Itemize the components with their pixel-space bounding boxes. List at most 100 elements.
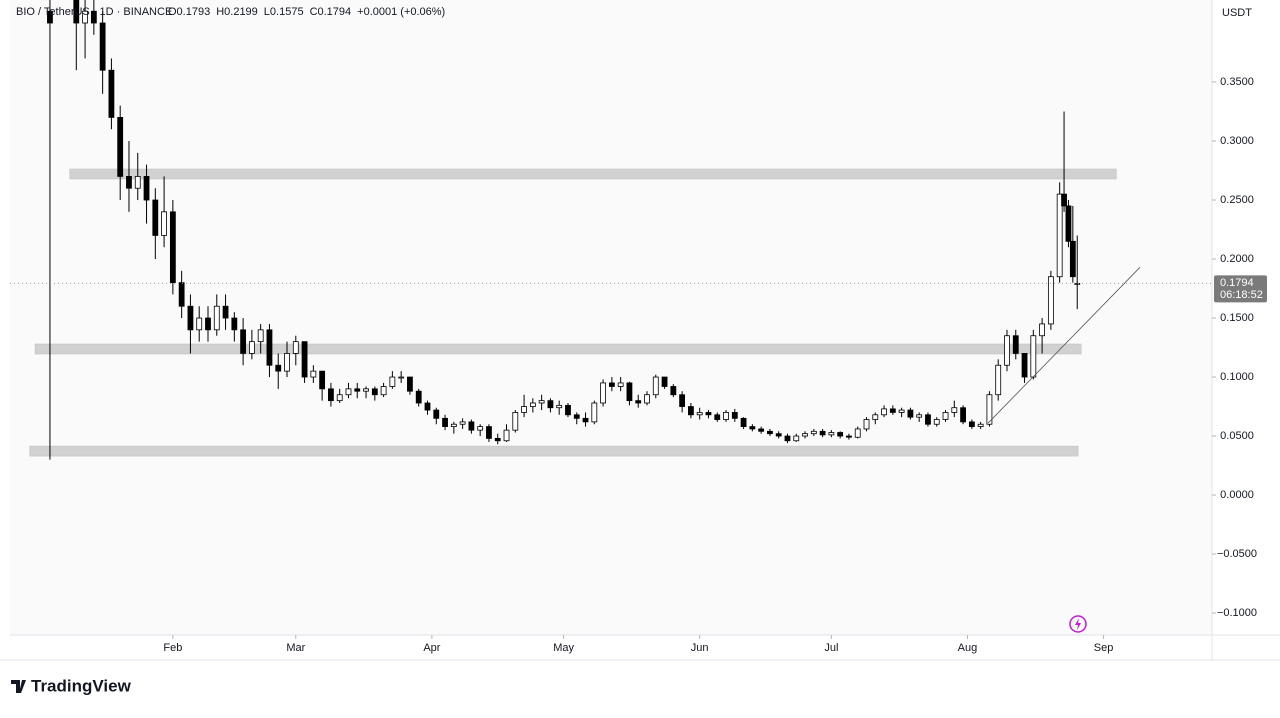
candle-body: [363, 388, 369, 392]
zone: [69, 168, 1117, 180]
candle-body: [143, 176, 150, 201]
candle-body: [731, 412, 738, 419]
candle-body: [1065, 205, 1072, 242]
candle-body: [468, 421, 475, 431]
candle-body: [951, 407, 958, 413]
candle-body: [802, 433, 808, 437]
candle-body: [916, 414, 923, 418]
candle-body: [301, 341, 308, 378]
candle-body: [292, 341, 299, 354]
y-tick-label: 0.0500: [1220, 430, 1254, 442]
candle-body: [793, 435, 800, 442]
y-tick-label: −0.1000: [1217, 607, 1257, 619]
candle-body: [670, 386, 677, 396]
candle-body: [723, 412, 729, 420]
candle-body: [960, 407, 966, 423]
candle-body: [407, 376, 413, 392]
candle-body: [345, 388, 352, 396]
y-tick-label: 0.2000: [1220, 253, 1254, 265]
marks: [10, 0, 1212, 460]
y-tick-label: 0.3000: [1220, 135, 1254, 147]
candle-body: [398, 376, 405, 379]
candle-body: [925, 414, 931, 425]
logo: TradingView: [11, 676, 132, 695]
candle-body: [1021, 353, 1028, 378]
candle-body: [433, 409, 440, 419]
y-tick-label: −0.0500: [1217, 548, 1257, 560]
x-tick-label: Feb: [163, 642, 182, 654]
candle-body: [863, 419, 870, 430]
candle-body: [152, 199, 159, 236]
candle-body: [319, 370, 326, 390]
candle-body: [1030, 335, 1037, 378]
candle-body: [82, 10, 88, 24]
candle-body: [758, 428, 765, 432]
x-tick-label: Jul: [824, 642, 838, 654]
zone: [34, 343, 1082, 355]
plot-background: [10, 0, 1212, 635]
candle-body: [1012, 335, 1019, 354]
candle-body: [354, 388, 361, 392]
candle-body: [749, 426, 756, 430]
ohlc-value: H0.2199: [216, 6, 258, 18]
candle-body: [889, 408, 896, 413]
candle-body: [389, 376, 396, 387]
x-tick-label: May: [553, 642, 574, 654]
candle-body: [547, 400, 554, 409]
candle-body: [134, 176, 141, 189]
candle-body: [854, 428, 861, 438]
candle-body: [503, 429, 510, 442]
candle-body: [644, 394, 650, 404]
candle-body: [108, 69, 115, 118]
x-tick-label: Jun: [691, 642, 709, 654]
candle-body: [126, 176, 132, 189]
candle-body: [248, 341, 255, 354]
candle-body: [696, 412, 703, 416]
candle-body: [872, 414, 879, 420]
candle-body: [415, 390, 422, 404]
candle-body: [187, 305, 194, 331]
ohlc-value: O0.1793: [168, 6, 210, 18]
candle-body: [582, 417, 589, 423]
candle-body: [942, 412, 949, 420]
candle-body: [231, 317, 238, 331]
candle-body: [573, 414, 580, 419]
candle-body: [450, 423, 457, 427]
candle-body: [635, 400, 642, 404]
candle-body: [1061, 193, 1067, 207]
candle-body: [837, 432, 844, 437]
candle-body: [898, 409, 905, 413]
header: BIO / TetherUS · 1D · BINANCE O0.1793 H0.…: [16, 6, 445, 18]
y-tick-label: 0.2500: [1220, 194, 1254, 206]
candle-body: [266, 329, 273, 366]
candle-body: [336, 394, 343, 402]
candle-body: [687, 406, 694, 416]
candle-body: [775, 433, 782, 437]
candle-body: [617, 382, 624, 387]
x-tick-label: Sep: [1094, 642, 1114, 654]
candle-body: [995, 364, 1002, 396]
candle-body: [205, 317, 211, 331]
candle-body: [626, 382, 633, 402]
candle-body: [556, 404, 563, 409]
x-tick-label: Aug: [958, 642, 978, 654]
candle-body: [275, 364, 282, 372]
price-tag-value: 0.1794: [1220, 277, 1254, 289]
candle-body: [371, 388, 378, 396]
candle-body: [784, 435, 791, 442]
y-tick-label: 0.1500: [1220, 312, 1254, 324]
candle-body: [767, 430, 773, 435]
candle-body: [881, 408, 887, 416]
candle-body: [512, 412, 519, 431]
candle-body: [310, 370, 317, 378]
candle-body: [161, 211, 167, 236]
candle-body: [196, 317, 203, 331]
y-tick-label: 0.3500: [1220, 76, 1254, 88]
candle-body: [477, 426, 484, 431]
lightning-icon[interactable]: [1069, 615, 1087, 633]
candle-body: [714, 414, 721, 420]
logo-icon: [11, 680, 26, 693]
candle-body: [1069, 240, 1076, 278]
candle-body: [486, 426, 492, 439]
